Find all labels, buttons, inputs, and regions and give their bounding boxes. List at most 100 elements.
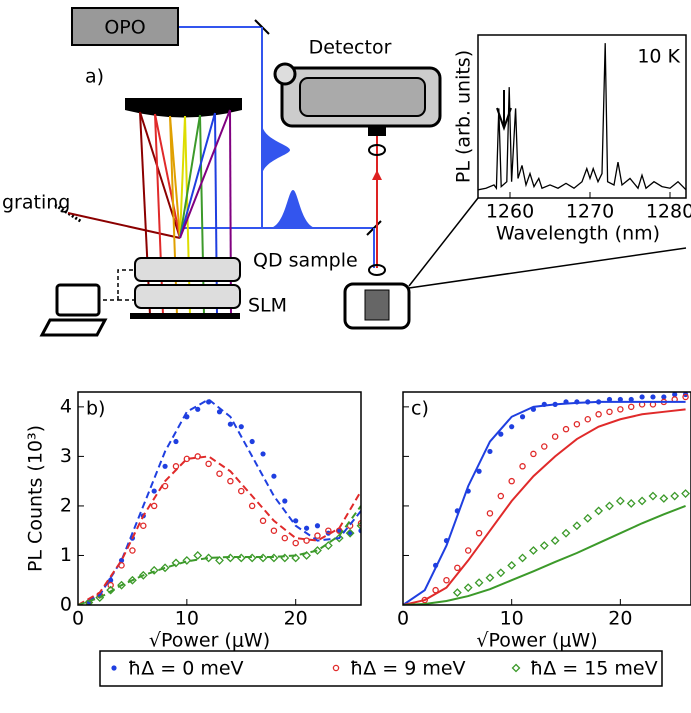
legend-label: ħΔ = 9 meV: [350, 658, 466, 680]
point: [249, 438, 255, 445]
point: [539, 541, 549, 550]
point: [216, 470, 223, 477]
point: [572, 521, 582, 531]
point: [519, 414, 526, 420]
point: [108, 577, 114, 583]
point: [336, 528, 342, 534]
arrow: [372, 170, 382, 180]
y-tick-label: 4: [60, 395, 72, 417]
point: [561, 528, 571, 538]
point: [464, 547, 472, 554]
point: [443, 576, 450, 584]
annotation: 10 K: [637, 46, 680, 68]
label: Detector: [309, 37, 392, 59]
y-axis-title: PL (arb. units): [453, 50, 475, 183]
fit-line: [478, 43, 686, 191]
point: [216, 409, 223, 415]
point: [313, 546, 322, 555]
point: [659, 494, 669, 503]
point: [626, 499, 636, 508]
point: [334, 533, 344, 543]
label: SLM: [248, 295, 287, 317]
point: [519, 463, 526, 470]
point: [562, 425, 570, 433]
point: [270, 527, 278, 534]
point: [550, 536, 560, 546]
x-tick-label: 10: [175, 608, 199, 630]
point: [248, 502, 256, 510]
point: [648, 491, 658, 501]
point: [474, 578, 484, 588]
point: [260, 451, 266, 457]
point: [282, 498, 288, 504]
point: [518, 553, 527, 563]
fit-line: [78, 505, 361, 605]
legend-label: ħΔ = 15 meV: [530, 658, 658, 680]
lens: [368, 264, 386, 276]
point: [314, 523, 321, 529]
point: [281, 534, 289, 542]
legend-label: ħΔ = 0 meV: [128, 658, 244, 680]
plot-frame: [77, 391, 362, 606]
point: [475, 529, 483, 537]
point: [650, 394, 656, 400]
point: [661, 394, 667, 400]
zoom-line: [408, 197, 479, 287]
point: [161, 482, 169, 490]
plot-area: [78, 398, 361, 605]
y-axis-title: PL Counts (10³): [25, 425, 47, 572]
point: [303, 525, 310, 531]
plot-frame: [477, 34, 687, 199]
point: [292, 539, 299, 547]
label: grating: [2, 192, 70, 214]
qd-sample: [364, 289, 390, 321]
point: [454, 564, 461, 572]
plot-area: [478, 43, 686, 191]
x-tick-label: 20: [608, 608, 632, 630]
point: [605, 501, 614, 511]
legend-marker: [111, 665, 117, 671]
legend-marker: [511, 663, 521, 673]
grating: [54, 203, 83, 224]
point: [508, 477, 515, 485]
point: [215, 555, 224, 565]
legend-box: [99, 650, 663, 687]
point: [681, 489, 690, 498]
point: [476, 468, 482, 474]
x-tick-label: 1280: [646, 201, 691, 223]
point: [507, 560, 517, 570]
point: [452, 588, 462, 598]
point: [128, 575, 137, 585]
point: [487, 448, 493, 455]
x-tick-label: 10: [500, 608, 524, 630]
panel-label: c): [411, 398, 429, 420]
laptop: [55, 283, 101, 317]
point: [325, 527, 332, 534]
point: [670, 491, 680, 501]
point: [182, 555, 192, 565]
lens: [368, 144, 386, 156]
point: [107, 581, 114, 589]
laptop-base: [39, 318, 108, 337]
point: [682, 393, 689, 401]
fit-line: [78, 455, 361, 605]
point: [227, 421, 233, 427]
slm-layer: [134, 257, 241, 282]
point: [150, 502, 158, 510]
point: [639, 394, 645, 400]
label: QD sample: [253, 250, 358, 272]
point: [627, 403, 635, 411]
setup-diagram: OPO Detector a) grating QD sample SLM: [2, 7, 687, 337]
x-axis-title: √Power (μW): [149, 630, 270, 652]
x-tick-label: 1270: [566, 201, 614, 223]
point: [583, 513, 593, 523]
point: [541, 443, 548, 450]
point: [291, 553, 301, 563]
point: [530, 450, 537, 458]
point: [195, 406, 201, 412]
slm-layer: [134, 284, 241, 309]
point: [551, 433, 559, 440]
fit-line: [78, 398, 361, 605]
point: [584, 415, 592, 423]
